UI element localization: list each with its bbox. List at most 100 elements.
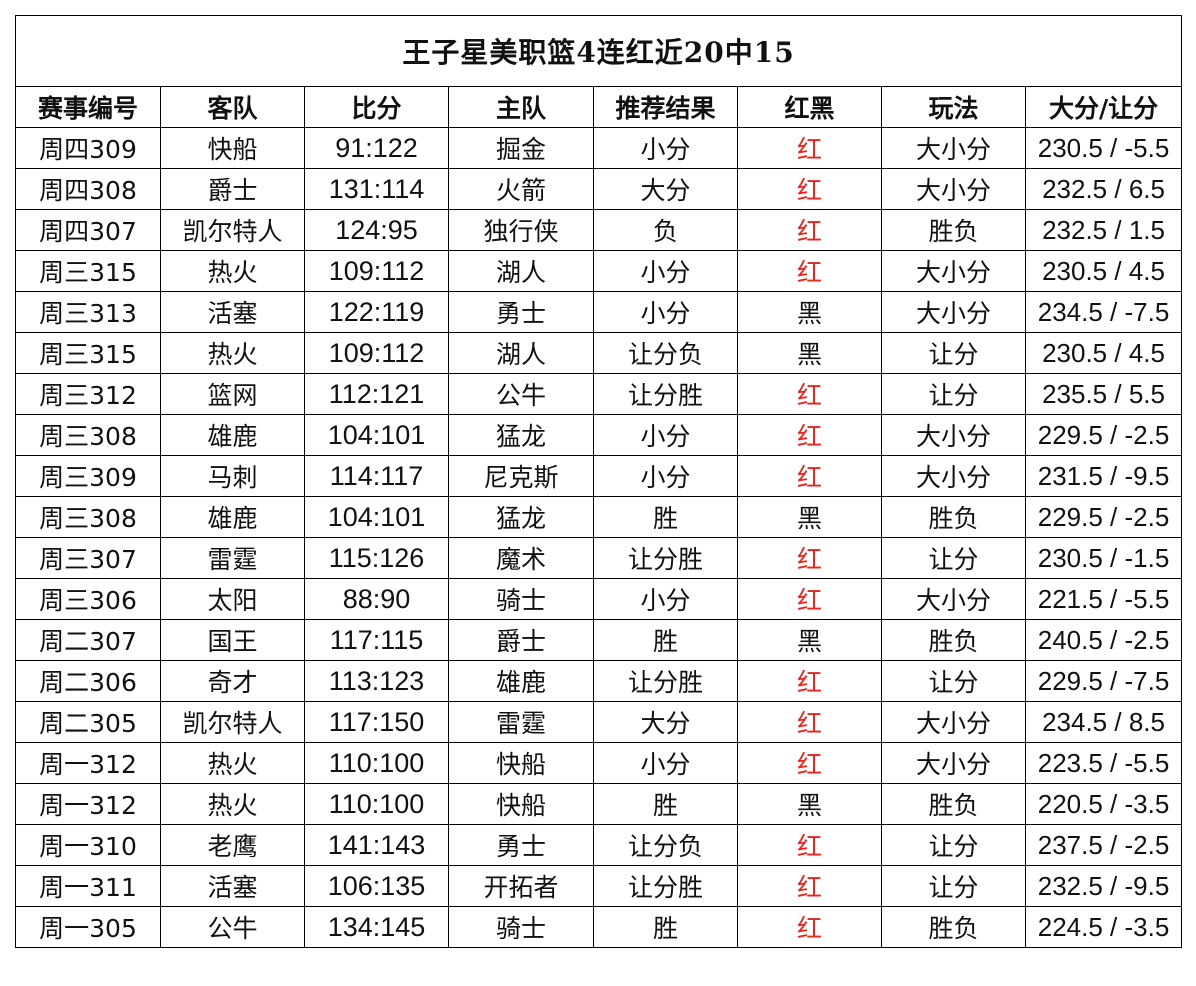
result-cell: 红 <box>737 455 882 497</box>
bet-type-cell: 大小分 <box>881 414 1026 456</box>
pick-cell: 小分 <box>593 455 738 497</box>
score-cell: 104:101 <box>304 414 449 456</box>
home-team-cell: 掘金 <box>448 127 594 169</box>
away-team-cell: 奇才 <box>160 660 305 702</box>
match-id-cell: 周一312 <box>15 742 161 784</box>
away-team-cell: 雄鹿 <box>160 496 305 538</box>
match-id-cell: 周三308 <box>15 496 161 538</box>
table-row: 周四309 快船 91:122 掘金 小分红大小分 230.5 / -5.5 <box>15 127 1183 169</box>
result-cell: 黑 <box>737 496 882 538</box>
table-row: 周三315 热火 109:112 湖人 让分负黑让分 230.5 / 4.5 <box>15 332 1183 374</box>
away-team-cell: 篮网 <box>160 373 305 415</box>
line-cell: 230.5 / -1.5 <box>1024 537 1183 579</box>
home-team-cell: 猛龙 <box>448 496 594 538</box>
line-cell: 232.5 / 6.5 <box>1024 168 1183 210</box>
score-cell: 104:101 <box>304 496 449 538</box>
table-row: 周二306 奇才 113:123 雄鹿 让分胜红让分 229.5 / -7.5 <box>15 660 1183 702</box>
home-team-cell: 快船 <box>448 783 594 825</box>
score-cell: 114:117 <box>304 455 449 497</box>
line-cell: 224.5 / -3.5 <box>1024 906 1183 948</box>
bet-type-cell: 大小分 <box>881 578 1026 620</box>
score-cell: 117:115 <box>304 619 449 661</box>
pick-cell: 胜 <box>593 496 738 538</box>
pick-cell: 小分 <box>593 291 738 333</box>
away-team-cell: 雷霆 <box>160 537 305 579</box>
header-pick: 推荐结果 <box>593 86 738 128</box>
home-team-cell: 骑士 <box>448 906 594 948</box>
home-team-cell: 魔术 <box>448 537 594 579</box>
home-team-cell: 火箭 <box>448 168 594 210</box>
home-team-cell: 湖人 <box>448 332 594 374</box>
bet-type-cell: 胜负 <box>881 906 1026 948</box>
table-row: 周三306 太阳 88:90 骑士 小分红大小分 221.5 / -5.5 <box>15 578 1183 620</box>
away-team-cell: 快船 <box>160 127 305 169</box>
match-id-cell: 周四308 <box>15 168 161 210</box>
pick-cell: 小分 <box>593 127 738 169</box>
score-cell: 88:90 <box>304 578 449 620</box>
line-cell: 229.5 / -2.5 <box>1024 414 1183 456</box>
result-cell: 红 <box>737 701 882 743</box>
bet-type-cell: 让分 <box>881 537 1026 579</box>
table-row: 周二305 凯尔特人 117:150 雷霆 大分红大小分 234.5 / 8.5 <box>15 701 1183 743</box>
bet-type-cell: 大小分 <box>881 250 1026 292</box>
table-row: 周三308 雄鹿 104:101 猛龙胜黑胜负 229.5 / -2.5 <box>15 496 1183 538</box>
match-id-cell: 周三309 <box>15 455 161 497</box>
table-row: 周一305 公牛 134:145 骑士胜红胜负 224.5 / -3.5 <box>15 906 1183 948</box>
line-cell: 223.5 / -5.5 <box>1024 742 1183 784</box>
away-team-cell: 马刺 <box>160 455 305 497</box>
pick-cell: 小分 <box>593 578 738 620</box>
pick-cell: 小分 <box>593 250 738 292</box>
score-cell: 122:119 <box>304 291 449 333</box>
match-id-cell: 周三306 <box>15 578 161 620</box>
line-cell: 232.5 / -9.5 <box>1024 865 1183 907</box>
home-team-cell: 快船 <box>448 742 594 784</box>
pick-cell: 大分 <box>593 701 738 743</box>
result-cell: 红 <box>737 824 882 866</box>
table-row: 周一312 热火 110:100 快船 小分红大小分 223.5 / -5.5 <box>15 742 1183 784</box>
line-cell: 231.5 / -9.5 <box>1024 455 1183 497</box>
bet-type-cell: 让分 <box>881 824 1026 866</box>
home-team-cell: 爵士 <box>448 619 594 661</box>
header-line: 大分/让分 <box>1024 86 1183 128</box>
line-cell: 221.5 / -5.5 <box>1024 578 1183 620</box>
header-away-team: 客队 <box>160 86 305 128</box>
score-cell: 113:123 <box>304 660 449 702</box>
away-team-cell: 老鹰 <box>160 824 305 866</box>
away-team-cell: 凯尔特人 <box>160 209 305 251</box>
result-cell: 红 <box>737 906 882 948</box>
match-id-cell: 周四307 <box>15 209 161 251</box>
line-cell: 234.5 / 8.5 <box>1024 701 1183 743</box>
line-cell: 235.5 / 5.5 <box>1024 373 1183 415</box>
header-row: 赛事编号 客队 比分 主队 推荐结果 红黑 玩法 大分/让分 <box>15 86 1183 128</box>
bet-type-cell: 大小分 <box>881 742 1026 784</box>
score-cell: 109:112 <box>304 332 449 374</box>
pick-cell: 胜 <box>593 906 738 948</box>
pick-cell: 小分 <box>593 742 738 784</box>
score-cell: 115:126 <box>304 537 449 579</box>
match-id-cell: 周二305 <box>15 701 161 743</box>
header-score: 比分 <box>304 86 449 128</box>
result-cell: 黑 <box>737 619 882 661</box>
home-team-cell: 勇士 <box>448 291 594 333</box>
score-cell: 112:121 <box>304 373 449 415</box>
bet-type-cell: 大小分 <box>881 127 1026 169</box>
home-team-cell: 勇士 <box>448 824 594 866</box>
home-team-cell: 开拓者 <box>448 865 594 907</box>
result-cell: 黑 <box>737 291 882 333</box>
pick-cell: 让分胜 <box>593 865 738 907</box>
pick-cell: 胜 <box>593 783 738 825</box>
pick-cell: 小分 <box>593 414 738 456</box>
bet-type-cell: 大小分 <box>881 291 1026 333</box>
result-cell: 黑 <box>737 783 882 825</box>
bet-type-cell: 大小分 <box>881 701 1026 743</box>
away-team-cell: 雄鹿 <box>160 414 305 456</box>
table-row: 周三308 雄鹿 104:101 猛龙 小分红大小分 229.5 / -2.5 <box>15 414 1183 456</box>
away-team-cell: 凯尔特人 <box>160 701 305 743</box>
bet-type-cell: 胜负 <box>881 496 1026 538</box>
away-team-cell: 热火 <box>160 250 305 292</box>
header-home-team: 主队 <box>448 86 594 128</box>
pick-cell: 胜 <box>593 619 738 661</box>
table-body: 周四309 快船 91:122 掘金 小分红大小分 230.5 / -5.5 周四308 爵士… <box>15 127 1183 948</box>
score-cell: 124:95 <box>304 209 449 251</box>
table-row: 周一312 热火 110:100 快船胜黑胜负 220.5 / -3.5 <box>15 783 1183 825</box>
